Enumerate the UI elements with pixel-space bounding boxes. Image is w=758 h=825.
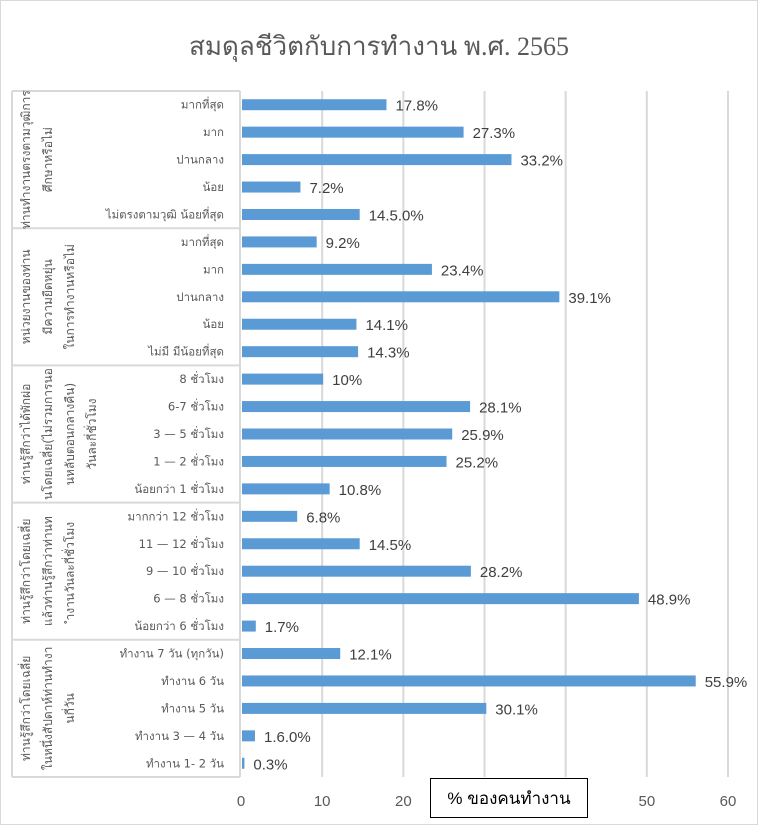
bar — [242, 702, 487, 714]
data-label: 17.8% — [395, 98, 438, 115]
category-label: 8 ชั่วโมง — [179, 371, 224, 386]
data-label: 48.9% — [648, 592, 691, 609]
category-label: น้อยกว่า 6 ชั่วโมง — [134, 618, 224, 633]
x-axis-title: % ของคนทำงาน — [430, 778, 588, 818]
category-label: 3 — 5 ชั่วโมง — [153, 426, 224, 441]
bar — [242, 565, 471, 577]
group-label: นกี่วัน — [61, 693, 77, 723]
category-label: 6-7 ชั่วโมง — [168, 399, 224, 414]
data-label: 0.3% — [253, 756, 287, 773]
category-label: มากกว่า 12 ชั่วโมง — [128, 508, 224, 523]
data-label: 7.2% — [309, 180, 343, 197]
category-label: ไม่มี มีน้อยที่สุด — [147, 344, 224, 359]
x-tick-label: 50 — [638, 793, 655, 810]
data-label: 28.2% — [480, 564, 523, 581]
data-label: 14.3% — [367, 345, 410, 362]
bar — [242, 181, 301, 193]
bar — [242, 236, 317, 248]
bar — [242, 318, 357, 330]
data-label: 6.8% — [306, 509, 340, 526]
bar — [242, 99, 387, 111]
data-label: 9.2% — [326, 235, 360, 252]
group-label: นโดยเฉลี่ย(ไม่รวมการนอ — [39, 368, 55, 500]
category-label: มาก — [203, 262, 224, 276]
group-label: ท่านทำงานตรงตามวุฒิการ — [19, 90, 34, 229]
data-label: 30.1% — [495, 701, 538, 718]
data-label: 1.7% — [265, 619, 299, 636]
data-label: 25.2% — [456, 454, 499, 471]
bar — [242, 428, 453, 440]
category-label: ทำงาน 3 — 4 วัน — [135, 729, 224, 743]
bar — [242, 510, 298, 522]
data-label: 14.5.0% — [369, 207, 424, 224]
group-label: มีความยืดหยุ่น — [41, 259, 56, 334]
bar — [242, 620, 256, 632]
bar — [242, 757, 245, 769]
group-label: ในการทำงานหรือไม่ — [63, 244, 77, 349]
bar — [242, 648, 341, 660]
data-label: 14.1% — [365, 317, 408, 334]
bar — [242, 455, 447, 467]
data-label: 10.8% — [339, 482, 382, 499]
category-label: ทำงาน 6 วัน — [161, 674, 224, 688]
group-label: ำงานวันละกี่ชั่วโมง — [61, 522, 77, 625]
group-label: นหลับตอนกลางคืน) — [63, 383, 77, 485]
category-label: มาก — [203, 125, 224, 139]
data-label: 27.3% — [473, 125, 516, 142]
group-label: ในหนึ่งสัปดาห์ท่านทำงา — [39, 647, 55, 771]
x-tick-label: 60 — [720, 793, 737, 810]
group-label: วันละกี่ชั่วโมง — [83, 398, 99, 469]
data-label: 14.5% — [369, 537, 412, 554]
bar — [242, 208, 360, 220]
group-label: ศึกษาหรือไม่ — [41, 127, 55, 192]
bar — [242, 730, 255, 742]
category-label: ทำงาน 7 วัน (ทุกวัน) — [120, 647, 224, 661]
category-label: น้อย — [202, 317, 224, 331]
data-label: 25.9% — [461, 427, 504, 444]
data-label: 39.1% — [568, 290, 611, 307]
bar — [242, 346, 359, 358]
bar — [242, 263, 432, 275]
chart-title: สมดุลชีวิตกับการทำงาน พ.ศ. 2565 — [189, 32, 569, 61]
data-label: 23.4% — [441, 262, 484, 279]
data-label: 12.1% — [349, 647, 392, 664]
data-label: 10% — [332, 372, 362, 389]
bar — [242, 154, 512, 166]
group-label: ท่านรู้สึกว่าได้พักผ่อ — [19, 384, 34, 485]
category-label: ปานกลาง — [176, 153, 224, 167]
category-label: 6 — 8 ชั่วโมง — [153, 591, 224, 606]
bar — [242, 483, 330, 495]
bar — [242, 126, 464, 138]
category-label: 9 — 10 ชั่วโมง — [146, 563, 224, 578]
bar — [242, 593, 639, 605]
data-label: 55.9% — [705, 674, 748, 691]
bar — [242, 401, 471, 413]
category-label: ทำงาน 1- 2 วัน — [146, 756, 224, 770]
data-label: 28.1% — [479, 400, 522, 417]
category-label: ปานกลาง — [176, 290, 224, 304]
data-label: 33.2% — [520, 153, 563, 170]
category-label: น้อยกว่า 1 ชั่วโมง — [134, 481, 224, 496]
category-label: มากที่สุด — [181, 97, 224, 112]
bar — [242, 291, 560, 303]
group-label: ท่านรู้สึกว่าโดยเฉลี่ย — [17, 656, 34, 761]
category-label: น้อย — [202, 180, 224, 194]
category-label: ทำงาน 5 วัน — [161, 701, 224, 715]
x-tick-label: 20 — [395, 793, 412, 810]
x-tick-label: 10 — [314, 793, 331, 810]
group-label: ท่านรู้สึกว่าโดยเฉลี่ย — [17, 519, 34, 624]
data-label: 1.6.0% — [264, 729, 311, 746]
category-label: 11 — 12 ชั่วโมง — [139, 536, 224, 551]
category-label: มากที่สุด — [181, 234, 224, 249]
group-label: หน่วยงานของท่าน — [19, 249, 33, 344]
category-label: 1 — 2 ชั่วโมง — [153, 453, 224, 468]
group-label: แล้วท่านรู้สึกว่าท่านท — [41, 516, 56, 626]
bar — [242, 675, 696, 687]
x-tick-label: 0 — [237, 793, 245, 810]
bar — [242, 538, 360, 550]
category-label: ไม่ตรงตามวุฒิ น้อยที่สุด — [105, 206, 224, 221]
bar — [242, 373, 324, 385]
